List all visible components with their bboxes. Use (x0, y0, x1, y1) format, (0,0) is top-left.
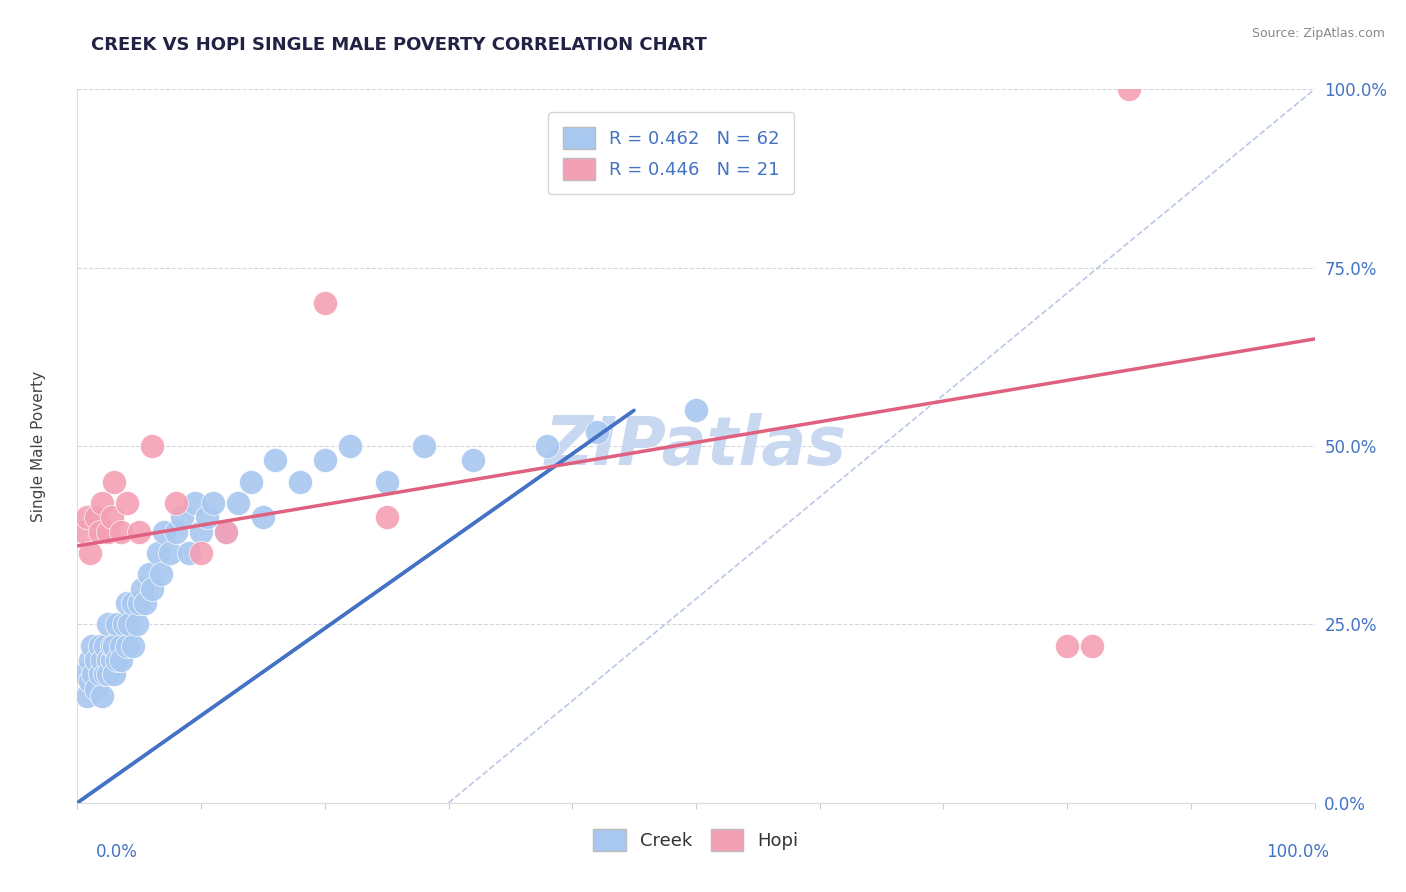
Point (110, 524, 132, 539)
Point (89, 639, 111, 653)
Point (141, 582, 163, 596)
Point (159, 546, 181, 560)
Point (1118, 82, 1140, 96)
Point (122, 596, 145, 610)
Point (150, 567, 173, 582)
Point (190, 524, 212, 539)
Point (184, 496, 207, 510)
Point (215, 524, 238, 539)
Point (153, 524, 176, 539)
Point (264, 453, 287, 467)
Point (72, 667, 94, 681)
Point (82, 667, 104, 681)
Point (134, 596, 156, 610)
Point (463, 453, 485, 467)
Point (105, 653, 128, 667)
Point (165, 496, 187, 510)
Point (91, 653, 114, 667)
Point (128, 596, 150, 610)
Point (76, 689, 98, 703)
Point (103, 667, 125, 681)
Point (110, 639, 132, 653)
Point (84, 510, 107, 524)
Point (138, 567, 160, 582)
Point (339, 439, 361, 453)
Point (112, 617, 135, 632)
Text: 100.0%: 100.0% (1265, 843, 1329, 861)
Point (239, 475, 262, 489)
Point (314, 453, 336, 467)
Point (177, 546, 200, 560)
Point (79, 546, 101, 560)
Text: CREEK VS HOPI SINGLE MALE POVERTY CORRELATION CHART: CREEK VS HOPI SINGLE MALE POVERTY CORREL… (91, 36, 707, 54)
Point (115, 639, 138, 653)
Point (118, 617, 141, 632)
Point (89, 667, 111, 681)
Point (97, 667, 120, 681)
Point (91, 496, 114, 510)
Point (412, 439, 434, 453)
Point (93, 667, 115, 681)
Point (314, 296, 336, 310)
Point (685, 403, 707, 417)
Point (91, 689, 114, 703)
Point (110, 653, 132, 667)
Point (84, 653, 107, 667)
Point (195, 510, 218, 524)
Point (1081, 639, 1104, 653)
Point (105, 617, 128, 632)
Point (190, 546, 212, 560)
Point (125, 617, 148, 632)
Point (202, 496, 225, 510)
Point (165, 524, 187, 539)
Point (146, 546, 169, 560)
Point (84, 681, 107, 696)
Point (97, 617, 120, 632)
Point (128, 524, 150, 539)
Point (226, 496, 249, 510)
Point (93, 639, 115, 653)
Point (586, 425, 609, 439)
Point (131, 582, 153, 596)
Point (252, 510, 274, 524)
Point (72, 524, 94, 539)
Point (115, 596, 138, 610)
Text: Source: ZipAtlas.com: Source: ZipAtlas.com (1251, 27, 1385, 40)
Point (288, 475, 311, 489)
Text: 0.0%: 0.0% (96, 843, 138, 861)
Legend: Creek, Hopi: Creek, Hopi (586, 822, 806, 858)
Point (101, 653, 124, 667)
Point (97, 524, 120, 539)
Point (1056, 639, 1078, 653)
Text: Single Male Poverty: Single Male Poverty (31, 370, 46, 522)
Point (79, 674, 101, 689)
Point (141, 439, 163, 453)
Point (122, 639, 145, 653)
Point (97, 653, 120, 667)
Point (103, 475, 125, 489)
Point (103, 639, 125, 653)
Point (115, 496, 138, 510)
Point (79, 653, 101, 667)
Point (536, 439, 558, 453)
Point (82, 639, 104, 653)
Point (101, 639, 124, 653)
Point (375, 475, 398, 489)
Point (89, 524, 111, 539)
Point (76, 510, 98, 524)
Point (375, 510, 398, 524)
Text: ZIPatlas: ZIPatlas (546, 413, 846, 479)
Point (215, 524, 238, 539)
Point (172, 510, 194, 524)
Point (101, 510, 124, 524)
